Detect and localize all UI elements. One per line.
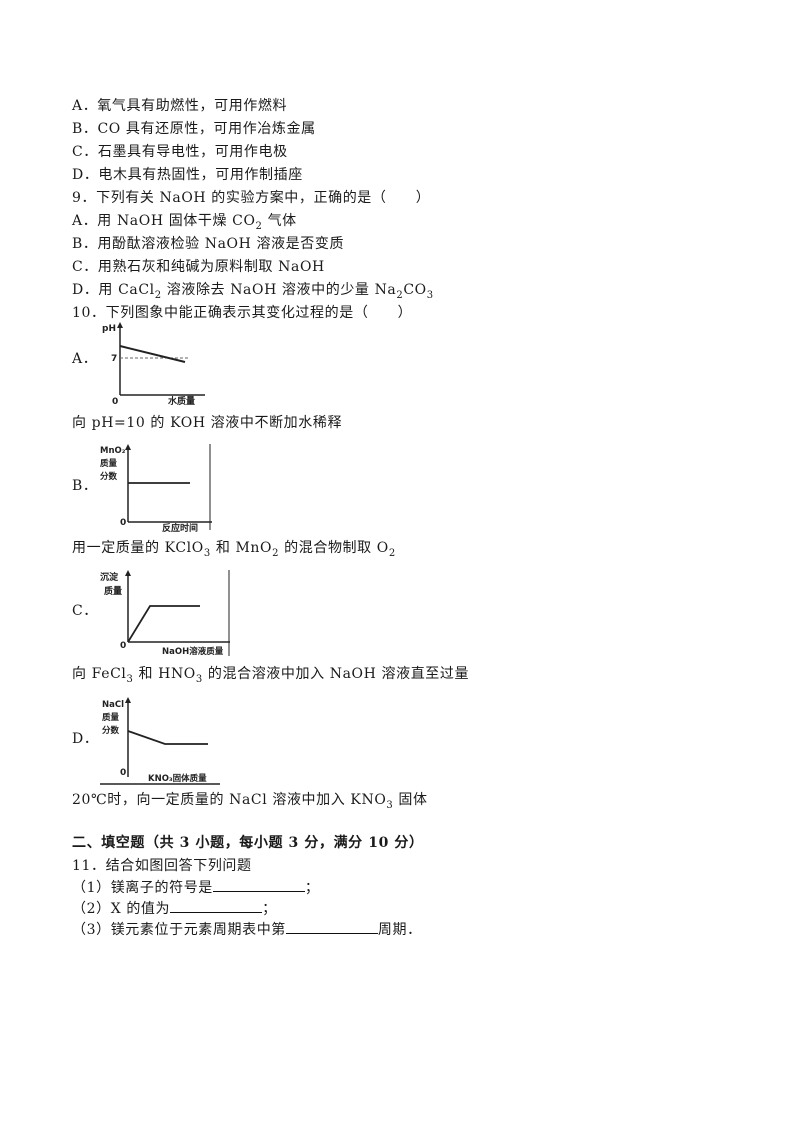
graph-d: NaCl 质量 分数 0 KNO₃固体质量	[100, 695, 225, 787]
graph-b-letter: B．	[72, 478, 98, 494]
graph-c-xlabel: NaOH溶液质量	[162, 646, 224, 657]
q11-item-1-text: （1）镁离子的符号是	[72, 880, 213, 896]
q8-option-c: C．石墨具有导电性，可用作电极	[72, 144, 288, 160]
graph-b-ylabel-2: 质量	[100, 458, 118, 469]
graph-c-y-arrow	[125, 570, 131, 576]
graph-a-y-arrow	[117, 322, 123, 328]
graph-b-cap-sub3: 2	[388, 547, 396, 559]
graph-c-ylabel-2: 质量	[104, 585, 122, 597]
q9-a-sub: 2	[255, 220, 263, 232]
graph-b-cap-sub2: 2	[272, 547, 280, 559]
graph-d-curve	[127, 730, 208, 745]
q11-item-3-text: （3）镁元素位于元素周期表中第	[72, 922, 286, 938]
q9-d-text2: 溶液除去 NaOH 溶液中的少量 Na	[161, 282, 397, 298]
graph-a-letter: A．	[72, 351, 98, 367]
graph-b-svg: MnO₂ 质量 分数 0 反应时间	[100, 444, 212, 534]
graph-c-svg: 沉淀 质量 0 NaOH溶液质量	[100, 570, 230, 657]
q11-stem: 11．结合如图回答下列问题	[72, 858, 252, 874]
graph-b-caption: 用一定质量的 KClO3 和 MnO2 的混合物制取 O2	[72, 538, 396, 558]
graph-b-cap-3: 的混合物制取 O	[279, 540, 389, 556]
q9-d-sub3: 3	[426, 289, 434, 301]
graph-d-ylabel-1: NaCl	[102, 700, 124, 710]
graph-b-y-arrow	[125, 444, 131, 450]
graph-d-cap-1: 20℃时，向一定质量的 NaCl 溶液中加入 KNO	[72, 792, 387, 808]
graph-d-ylabel-3: 分数	[102, 725, 120, 736]
graph-d-xlabel: KNO₃固体质量	[148, 773, 207, 784]
graph-b-origin: 0	[120, 518, 126, 528]
q9-a-text: A．用 NaOH 固体干燥 CO	[72, 213, 256, 229]
q10-stem: 10．下列图象中能正确表示其变化过程的是（ ）	[72, 305, 413, 321]
graph-b-cap-1: 用一定质量的 KClO	[72, 540, 204, 556]
graph-c-letter: C．	[72, 603, 98, 619]
section2-title: 二、填空题（共 3 小题，每小题 3 分，满分 10 分）	[72, 835, 424, 851]
q11-answer-blank-2[interactable]	[170, 898, 263, 913]
q9-stem: 9．下列有关 NaOH 的实验方案中，正确的是（ ）	[72, 190, 431, 206]
graph-a-curve	[119, 345, 186, 363]
q11-item-1: （1）镁离子的符号是 ；	[72, 877, 320, 898]
q9-option-b: B．用酚酞溶液检验 NaOH 溶液是否变质	[72, 236, 345, 252]
q8-option-d: D．电木具有热固性，可用作制插座	[72, 167, 303, 183]
q11-answer-blank-1[interactable]	[212, 877, 305, 892]
q11-item-1-end: ；	[304, 880, 320, 896]
graph-c: 沉淀 质量 0 NaOH溶液质量	[100, 568, 235, 658]
q9-a-text2: 气体	[262, 213, 297, 229]
graph-a-caption: 向 pH=10 的 KOH 溶液中不断加水稀释	[72, 415, 343, 431]
graph-b-ylabel-1: MnO₂	[100, 446, 126, 456]
q9-option-a: A．用 NaOH 固体干燥 CO2 气体	[72, 211, 297, 231]
graph-d-cap-sub1: 3	[386, 799, 394, 811]
q11-item-2: （2）X 的值为 ；	[72, 898, 277, 919]
graph-c-ylabel-1: 沉淀	[100, 571, 119, 583]
graph-a-tick-7: 7	[111, 354, 117, 364]
graph-d-cap-2: 固体	[393, 792, 428, 808]
q9-option-c: C．用熟石灰和纯碱为原料制取 NaOH	[72, 259, 325, 275]
q8-option-b: B．CO 具有还原性，可用作冶炼金属	[72, 121, 316, 137]
graph-d-caption: 20℃时，向一定质量的 NaCl 溶液中加入 KNO3 固体	[72, 790, 428, 810]
graph-a-ylabel: pH	[102, 324, 116, 334]
q11-answer-blank-3[interactable]	[285, 919, 378, 934]
graph-c-cap-2: 和 HNO	[133, 666, 196, 682]
graph-a-origin: 0	[112, 397, 118, 407]
q9-d-sub: 2	[154, 289, 162, 301]
graph-a-xlabel: 水质量	[168, 395, 195, 407]
q11-item-3: （3）镁元素位于元素周期表中第 周期．	[72, 919, 422, 940]
graph-c-cap-sub1: 3	[126, 673, 134, 685]
graph-b-xlabel: 反应时间	[162, 522, 198, 534]
q9-d-sub2: 2	[396, 289, 404, 301]
graph-d-ylabel-2: 质量	[102, 712, 120, 723]
graph-b-cap-2: 和 MnO	[210, 540, 273, 556]
q9-option-d: D．用 CaCl2 溶液除去 NaOH 溶液中的少量 Na2CO3	[72, 280, 434, 300]
graph-a-svg: pH 7 0 水质量	[102, 322, 205, 407]
graph-c-curve	[127, 605, 200, 643]
graph-b-cap-sub1: 3	[203, 547, 211, 559]
q11-item-2-end: ；	[262, 901, 277, 917]
q11-item-3-end: 周期．	[377, 922, 422, 938]
graph-c-caption: 向 FeCl3 和 HNO3 的混合溶液中加入 NaOH 溶液直至过量	[72, 664, 469, 684]
graph-b: MnO₂ 质量 分数 0 反应时间	[100, 442, 215, 534]
graph-c-cap-sub2: 3	[195, 673, 203, 685]
graph-c-cap-3: 的混合溶液中加入 NaOH 溶液直至过量	[202, 666, 470, 682]
q9-d-text3: CO	[403, 282, 427, 298]
graph-b-ylabel-3: 分数	[100, 471, 118, 482]
q11-item-2-text: （2）X 的值为	[72, 901, 171, 917]
q9-d-text: D．用 CaCl	[72, 282, 155, 298]
graph-d-letter: D．	[72, 731, 99, 747]
graph-d-origin: 0	[120, 768, 126, 778]
graph-a: pH 7 0 水质量	[100, 320, 210, 407]
graph-d-svg: NaCl 质量 分数 0 KNO₃固体质量	[100, 697, 220, 785]
graph-c-origin: 0	[120, 641, 126, 651]
q8-option-a: A．氧气具有助燃性，可用作燃料	[72, 98, 288, 114]
graph-c-cap-1: 向 FeCl	[72, 666, 127, 682]
graph-d-y-arrow	[125, 697, 131, 703]
